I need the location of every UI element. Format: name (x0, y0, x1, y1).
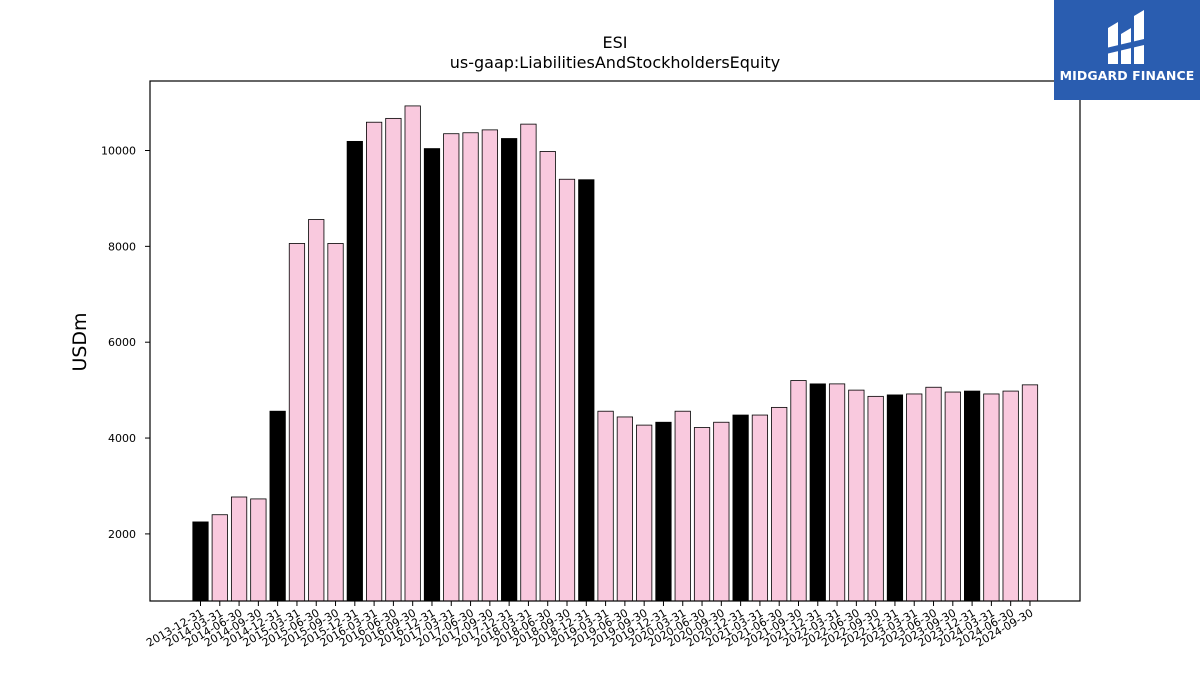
y-axis-label: USDm (69, 312, 91, 371)
logo-mark-icon (1106, 10, 1148, 64)
y-tick-label: 2000 (108, 528, 136, 541)
bar-2021-06-30 (771, 406, 788, 602)
bar-2013-12-31 (192, 521, 209, 602)
bar-2014-06-30 (230, 496, 248, 602)
bar-2022-09-30 (867, 395, 884, 602)
bar-2020-06-30 (693, 427, 711, 602)
bar-2021-09-30 (790, 380, 807, 602)
plot-frame (149, 80, 1081, 602)
midgard-finance-logo: MIDGARD FINANCE (1054, 0, 1200, 100)
bar-2017-06-30 (462, 132, 479, 602)
bar-2017-09-30 (481, 129, 498, 602)
bar-2022-12-31 (886, 394, 904, 602)
bar-2018-03-31 (520, 123, 537, 602)
bar-2018-09-30 (558, 178, 576, 602)
bars-group (192, 105, 1039, 602)
bar-2017-03-31 (443, 133, 460, 602)
bar-2016-06-30 (385, 117, 402, 602)
bar-2021-12-31 (809, 383, 826, 602)
bar-2014-09-30 (250, 498, 267, 602)
y-ticks-group: 2000 4000 6000 8000 10000 (101, 144, 150, 541)
bar-2016-03-31 (366, 121, 383, 602)
bar-2018-12-31 (578, 179, 595, 602)
bar-2022-03-31 (828, 383, 846, 602)
bar-2016-09-30 (404, 105, 421, 602)
bar-2023-06-30 (925, 386, 942, 602)
bar-2019-09-30 (636, 424, 653, 602)
x-ticks-group: 2013-12-312014-03-312014-06-302014-09-30… (144, 601, 1035, 650)
bar-2019-06-30 (616, 416, 633, 602)
y-tick-label: 8000 (108, 240, 136, 253)
bar-2023-09-30 (944, 391, 961, 602)
bar-2022-06-30 (848, 389, 865, 602)
bar-2015-03-31 (288, 243, 306, 602)
chart-subtitle: us-gaap:LiabilitiesAndStockholdersEquity (450, 53, 781, 72)
bar-2019-12-31 (655, 421, 672, 602)
bar-2020-03-31 (674, 410, 691, 602)
bar-2024-03-31 (983, 393, 1000, 602)
bar-2021-03-31 (751, 414, 769, 602)
bar-2023-12-31 (964, 390, 981, 602)
bar-2015-06-30 (308, 219, 325, 602)
y-tick-label: 4000 (108, 432, 136, 445)
bar-2015-09-30 (327, 243, 344, 602)
bar-2020-09-30 (713, 421, 730, 602)
chart-title: ESI (603, 33, 628, 52)
y-tick-label: 10000 (101, 144, 136, 157)
bar-2017-12-31 (501, 138, 518, 602)
logo-text: MIDGARD FINANCE (1059, 68, 1195, 83)
bar-2015-12-31 (346, 140, 363, 602)
bar-2020-12-31 (732, 414, 749, 602)
bar-2014-03-31 (211, 514, 228, 602)
bar-2023-03-31 (906, 393, 923, 602)
bar-2024-09-30 (1021, 384, 1039, 602)
bar-2024-06-30 (1002, 390, 1019, 602)
bar-2018-06-30 (539, 151, 556, 602)
bar-2016-12-31 (423, 148, 441, 602)
y-tick-label: 6000 (108, 336, 136, 349)
bar-2019-03-31 (597, 410, 614, 602)
bar-2014-12-31 (269, 410, 286, 602)
